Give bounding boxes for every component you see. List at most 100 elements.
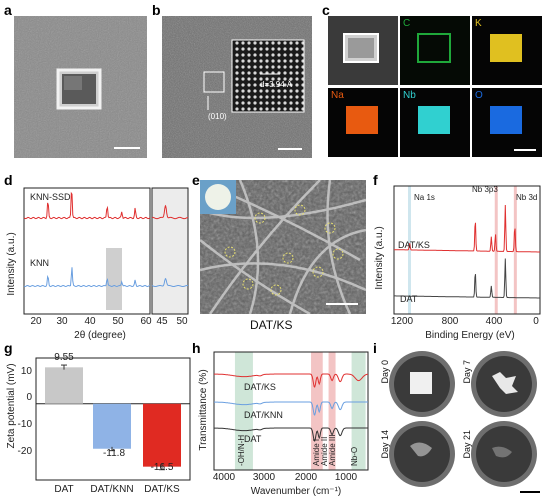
inset-frame [151, 187, 189, 315]
d-xtick: 50 [176, 316, 188, 327]
sem-image-a [14, 16, 147, 158]
degradation-photos-i: Day 0 Day 7 Day 14 Day 21 [380, 346, 546, 496]
sem-fibers-e [200, 180, 366, 314]
g-category: DAT [54, 484, 73, 495]
series-label-knn: KNN [30, 258, 49, 268]
xrd-chart-d: Intensity (a.u.) 2θ (degree) KNN-SSD KNN… [6, 187, 189, 340]
day-label-21: Day 21 [462, 430, 472, 459]
bar-dat [45, 367, 83, 404]
f-annotation-nb3p3: Nb 3p3 [472, 185, 498, 194]
inset-series-line-knn [151, 277, 188, 287]
element-label-na: Na [331, 90, 344, 101]
plot-frame [35, 357, 191, 481]
highlight-band-nb3d [513, 186, 517, 314]
f-annotation-na1s: Na 1s [414, 193, 435, 202]
inset-background [152, 188, 188, 314]
h-xtick: 4000 [213, 472, 236, 483]
d-xtick: 60 [140, 316, 152, 327]
f-xlabel: Binding Energy (eV) [425, 330, 515, 340]
highlight-band-na [407, 186, 411, 314]
g-ylabel: Zeta potential (mV) [6, 363, 17, 448]
hrtem-image-b: d=3.94 Å (010) [162, 16, 312, 158]
bar-dat-knn [93, 403, 131, 449]
d-xtick: 30 [56, 316, 68, 327]
inset-series-line-knn-ssd [152, 204, 189, 220]
g-category: DAT/KS [144, 484, 180, 495]
f-xtick: 0 [533, 316, 539, 327]
series-label-dat: DAT [400, 294, 418, 304]
d-xtick: 50 [112, 316, 124, 327]
day-label-14: Day 14 [380, 430, 390, 459]
series-label-h-dat-knn: DAT/KNN [244, 410, 283, 420]
eds-map-na: Na [328, 88, 398, 157]
panel-label-c: c [322, 2, 330, 18]
series-line-knn [23, 267, 151, 288]
bar-dat-ks [143, 403, 181, 467]
h-band-label: Amide III [328, 434, 337, 466]
eds-map-nb: Nb [400, 88, 470, 157]
band-highlight [328, 352, 336, 470]
h-band-label: Nb-O [350, 447, 359, 466]
panel-label-f: f [373, 172, 378, 188]
series-line-dat [214, 427, 368, 442]
series-label-dat-ks: DAT/KS [398, 240, 430, 250]
f-xtick: 800 [442, 316, 459, 327]
highlight-band [106, 248, 122, 310]
element-label-nb: Nb [403, 90, 416, 101]
h-band-label: -OH/N-H [237, 435, 246, 466]
element-label-o: O [475, 90, 483, 101]
d-xtick: 45 [156, 316, 168, 327]
f-xtick: 400 [486, 316, 503, 327]
f-ylabel: Intensity (a.u.) [374, 226, 385, 289]
series-label-h-dat: DAT [244, 434, 262, 444]
g-ytick: 0 [26, 392, 32, 403]
g-category: DAT/KNN [90, 484, 133, 495]
series-line-dat-knn [214, 401, 368, 416]
g-value-label: 9.55 [54, 352, 74, 363]
element-label-c: C [403, 18, 411, 29]
band-highlight [311, 352, 319, 470]
d-xtick: 40 [84, 316, 96, 327]
g-ytick: 10 [21, 366, 33, 377]
f-annotation-nb3d: Nb 3d [516, 193, 537, 202]
xps-chart-f: Intensity (a.u.) Binding Energy (eV) DAT… [374, 185, 541, 340]
zeta-chart-g: Zeta potential (mV) 10 0 -10 -20 DAT DAT… [6, 352, 191, 495]
h-xtick: 1000 [335, 472, 358, 483]
d-xlabel: 2θ (degree) [74, 330, 126, 340]
panel-label-i: i [373, 340, 377, 356]
panel-label-e: e [192, 172, 200, 188]
d-spacing-label: d=3.94 Å [260, 80, 293, 89]
panel-label-d: d [4, 172, 13, 188]
e-caption: DAT/KS [250, 318, 293, 332]
series-line-dat-ks [214, 373, 368, 388]
band-highlight [234, 352, 253, 470]
g-ytick: -10 [18, 419, 33, 430]
series-label-knn-ssd: KNN-SSD [30, 192, 71, 202]
d-ylabel: Intensity (a.u.) [6, 232, 17, 295]
series-line-knn-ssd [23, 191, 151, 220]
panel-label-h: h [192, 340, 201, 356]
panel-label-a: a [4, 2, 12, 18]
eds-map-o: O [472, 88, 542, 157]
series-label-h-dat-ks: DAT/KS [244, 382, 276, 392]
ftir-chart-h: Transmittance (%) Wavenumber (cm⁻¹) 4000… [198, 351, 369, 497]
eds-maps-c: C K Na Nb O [328, 16, 544, 158]
g-value-label: -11.8 [103, 448, 125, 459]
eds-sem-tile [328, 16, 398, 85]
day-label-7: Day 7 [462, 360, 472, 384]
series-line-dat [394, 258, 540, 299]
g-value-label: -16.5 [151, 462, 174, 473]
d-xtick: 20 [30, 316, 42, 327]
band-highlight [351, 352, 366, 470]
h-xlabel: Wavenumber (cm⁻¹) [251, 486, 341, 497]
eds-map-c: C [400, 16, 470, 85]
h-ylabel: Transmittance (%) [198, 369, 209, 450]
day-label-0: Day 0 [380, 360, 390, 384]
h-band-label: Amide I [312, 439, 321, 466]
h-xtick: 3000 [253, 472, 276, 483]
panel-label-g: g [4, 340, 13, 356]
plot-frame [23, 187, 151, 315]
plane-label: (010) [208, 112, 227, 121]
h-xtick: 2000 [295, 472, 318, 483]
panel-label-b: b [152, 2, 161, 18]
